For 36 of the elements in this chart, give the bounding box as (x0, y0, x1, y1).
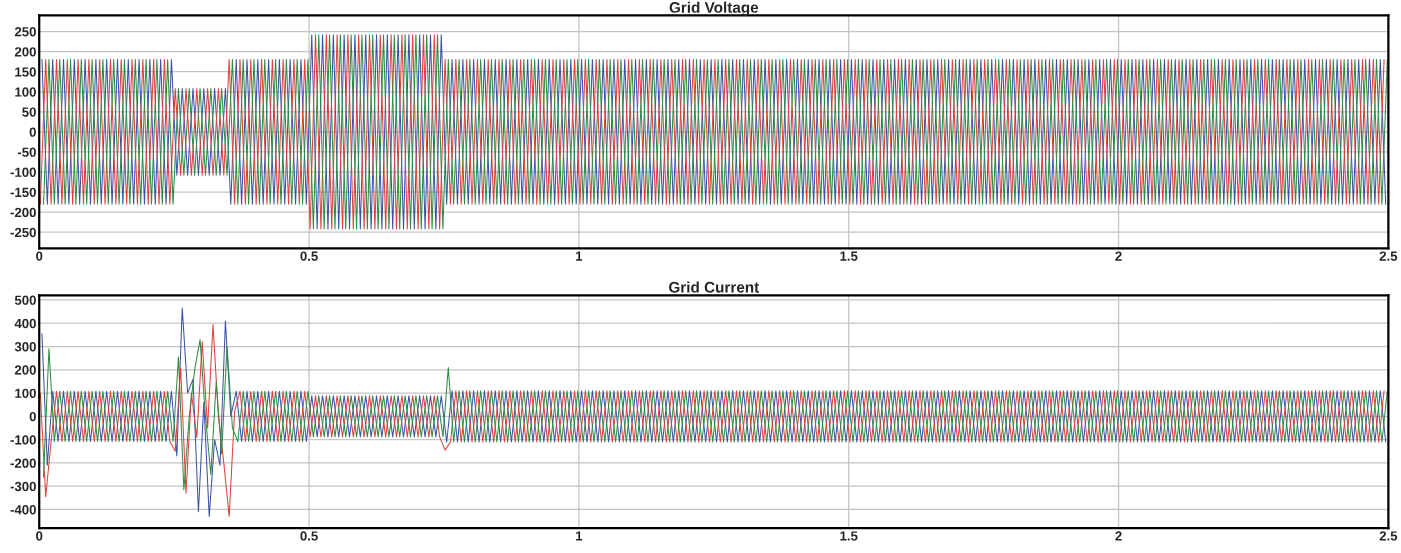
x-tick-label: 0.5 (300, 531, 318, 541)
y-tick-label: -400 (10, 505, 36, 515)
x-tick-label: 0 (36, 251, 43, 261)
y-tick-label: 300 (14, 342, 36, 352)
line-series (43, 339, 1388, 491)
x-tick-label: 2 (1115, 531, 1122, 541)
x-tick-label: 0 (36, 531, 43, 541)
y-tick-label: 100 (15, 87, 36, 97)
x-tick-label: 2 (1115, 251, 1122, 261)
y-tick-label: -50 (17, 147, 36, 157)
y-tick-label: 0 (29, 411, 36, 422)
y-tick-label: 250 (14, 27, 36, 37)
x-tick-label: 0.5 (300, 251, 318, 261)
x-tick-label: 2.5 (1379, 251, 1398, 261)
y-tick-label: -100 (10, 167, 36, 177)
x-tick-label: 2.5 (1379, 531, 1398, 541)
y-tick-label: -300 (10, 481, 36, 492)
y-tick-label: 200 (14, 365, 36, 375)
y-tick-label: 50 (22, 107, 36, 117)
y-tick-label: -100 (10, 435, 36, 445)
x-tick-label: 1 (576, 251, 583, 261)
chart-title: Grid Voltage (669, 1, 759, 16)
y-tick-label: -250 (10, 227, 36, 238)
y-tick-label: 150 (15, 67, 36, 77)
y-tick-label: 400 (14, 318, 36, 329)
x-tick-label: 1.5 (840, 251, 858, 261)
x-tick-label: 1 (576, 531, 583, 541)
x-tick-label: 1.5 (840, 531, 858, 541)
y-tick-label: -200 (10, 207, 36, 218)
chart-title: Grid Current (669, 281, 760, 293)
y-tick-label: 500 (14, 295, 36, 305)
y-tick-label: 100 (15, 388, 36, 398)
y-tick-label: -150 (10, 187, 36, 198)
y-tick-label: 200 (14, 47, 36, 57)
y-tick-label: 0 (29, 127, 36, 137)
y-tick-label: -200 (10, 458, 36, 468)
